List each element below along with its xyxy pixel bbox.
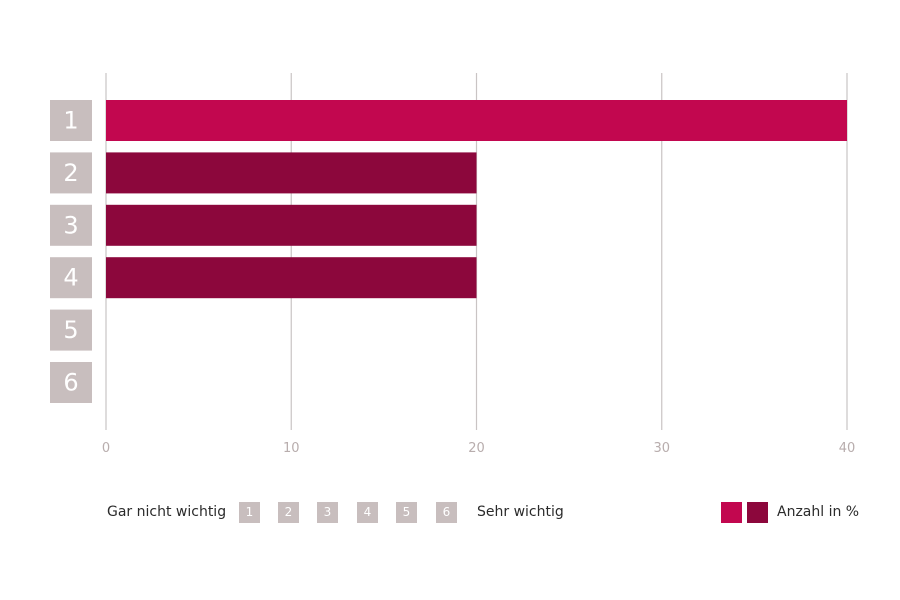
scale-low-label: Gar nicht wichtig xyxy=(107,504,227,520)
category-label: 4 xyxy=(63,264,78,292)
bar-3 xyxy=(106,204,477,246)
scale-box-4: 4 xyxy=(357,502,378,523)
scale-box-1: 1 xyxy=(239,502,260,523)
category-box-1 xyxy=(50,100,92,141)
bar-4 xyxy=(106,257,477,299)
category-label: 2 xyxy=(63,159,78,187)
legend-swatch-highlight xyxy=(721,502,742,523)
x-tick-label: 30 xyxy=(653,441,670,456)
category-label: 3 xyxy=(63,211,78,239)
legend-swatch-bar xyxy=(747,502,768,523)
category-box-6 xyxy=(50,362,92,403)
category-box-3 xyxy=(50,204,92,246)
x-tick-label: 0 xyxy=(102,441,110,456)
category-label: 6 xyxy=(63,369,78,397)
x-tick-label: 40 xyxy=(839,441,856,456)
legend: Gar nicht wichtig 1 2 3 4 5 6 Sehr wicht… xyxy=(0,500,900,526)
scale-box-6: 6 xyxy=(436,502,457,523)
category-label: 1 xyxy=(63,107,78,135)
category-box-2 xyxy=(50,152,92,194)
category-label: 5 xyxy=(63,316,78,344)
category-box-5 xyxy=(50,309,92,351)
scale-box-5: 5 xyxy=(396,502,417,523)
scale-box-3: 3 xyxy=(317,502,338,523)
scale-high-label: Sehr wichtig xyxy=(477,504,564,520)
x-tick-label: 20 xyxy=(468,441,485,456)
scale-box-2: 2 xyxy=(278,502,299,523)
bar-2 xyxy=(106,152,477,194)
x-tick-label: 10 xyxy=(283,441,300,456)
bar-1 xyxy=(106,100,847,141)
category-box-4 xyxy=(50,257,92,299)
legend-series-label: Anzahl in % xyxy=(777,504,860,520)
